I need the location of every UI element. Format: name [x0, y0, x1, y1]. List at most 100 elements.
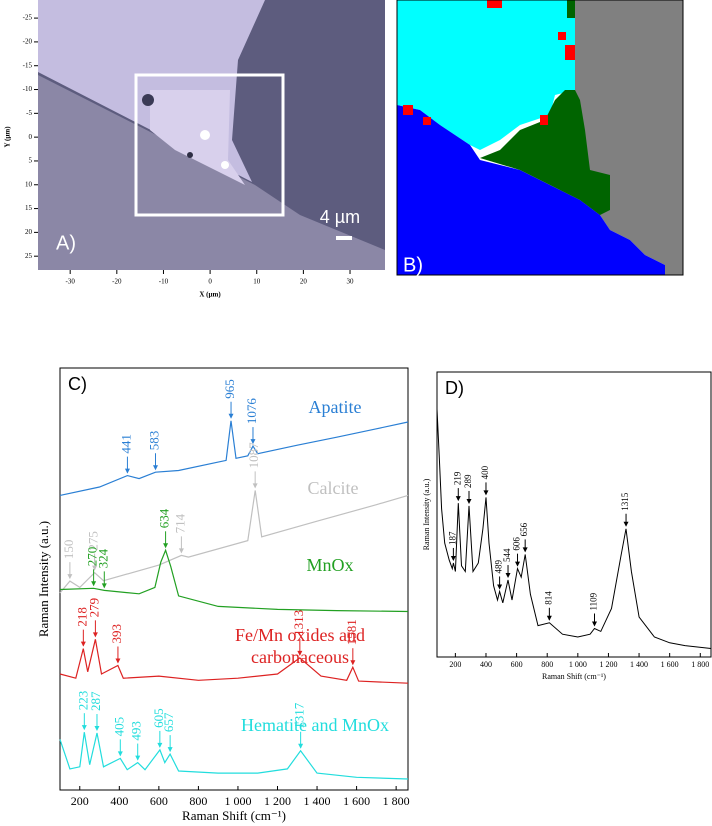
x-tick-label: 200 — [71, 794, 89, 808]
peak-label: 405 — [111, 717, 126, 737]
spectrum-line — [59, 420, 409, 496]
x-tick-label: 400 — [480, 660, 492, 669]
series-name: Apatite — [308, 397, 362, 417]
panel-label: B) — [403, 254, 423, 276]
y-tick-label: -5 — [26, 109, 32, 117]
peak-arrowhead — [455, 496, 461, 502]
y-axis-label: Y (µm) — [4, 126, 12, 148]
peak-label: 1317 — [292, 702, 307, 729]
peak-arrowhead — [250, 439, 256, 445]
x-tick-label: 1 600 — [661, 660, 679, 669]
y-axis-label: Raman Intensity (a.u.) — [422, 478, 431, 550]
peak-label: 324 — [95, 548, 110, 568]
peak-arrowhead — [178, 548, 184, 554]
x-tick-label: 1 800 — [383, 794, 410, 808]
peak-label: 656 — [519, 522, 529, 536]
y-tick-label: 5 — [29, 157, 33, 165]
y-tick-label: -15 — [23, 61, 33, 69]
peak-arrowhead — [153, 465, 159, 471]
peak-label: 270 — [85, 547, 100, 567]
peak-label: 218 — [74, 607, 89, 627]
peak-arrowhead — [167, 747, 173, 753]
peak-arrowhead — [466, 498, 472, 504]
image-spot — [200, 130, 210, 140]
peak-label: 219 — [452, 471, 462, 485]
x-tick-label: 30 — [347, 278, 355, 286]
image-region — [150, 90, 245, 185]
peak-arrowhead — [80, 641, 86, 647]
peak-arrowhead — [228, 413, 234, 419]
y-tick-label: 15 — [25, 204, 33, 212]
y-axis-label: Raman Intensity (a.u.) — [36, 521, 51, 637]
x-tick-label: 1 400 — [630, 660, 648, 669]
x-axis-label: Raman Shift (cm⁻¹) — [542, 672, 606, 681]
y-tick-label: -20 — [23, 38, 33, 46]
spectrum-line — [59, 732, 409, 780]
image-spot — [142, 94, 154, 106]
peak-label: 1315 — [620, 492, 630, 511]
map-cell — [540, 115, 548, 125]
y-tick-label: 20 — [25, 228, 33, 236]
peak-label: 583 — [146, 431, 161, 451]
peak-label: 187 — [447, 531, 457, 545]
peak-arrowhead — [592, 621, 598, 627]
peak-arrowhead — [350, 660, 356, 666]
image-spot — [187, 152, 193, 158]
peak-label: 1076 — [244, 398, 259, 425]
peak-label: 965 — [222, 379, 237, 399]
peak-arrowhead — [157, 742, 163, 748]
peak-label: 1313 — [291, 610, 306, 636]
x-tick-label: 1 400 — [304, 794, 331, 808]
peak-arrowhead — [101, 583, 107, 589]
x-tick-label: 1 200 — [264, 794, 291, 808]
peak-arrowhead — [117, 751, 123, 757]
peak-label: 393 — [109, 624, 124, 644]
peak-arrowhead — [92, 632, 98, 638]
peak-label: 223 — [75, 691, 90, 711]
series-name: Calcite — [307, 478, 359, 498]
peak-arrowhead — [135, 755, 141, 761]
peak-label: 1087 — [246, 442, 261, 469]
series-name: Fe/Mn oxides and carbonaceous — [235, 625, 365, 667]
peak-label: 493 — [129, 721, 144, 741]
x-tick-label: 0 — [208, 278, 212, 286]
spectrum-line — [59, 548, 409, 613]
x-tick-label: 1 000 — [569, 660, 587, 669]
peak-label: 606 — [512, 537, 522, 551]
y-tick-label: -10 — [23, 85, 33, 93]
peak-arrowhead — [497, 584, 503, 590]
peak-arrowhead — [115, 658, 121, 664]
series-name: MnOx — [306, 555, 354, 575]
peak-label: 489 — [494, 559, 504, 573]
peak-label: 605 — [151, 708, 166, 728]
peak-arrowhead — [81, 725, 87, 731]
x-tick-label: -30 — [66, 278, 76, 286]
x-tick-label: 400 — [110, 794, 128, 808]
x-tick-label: 600 — [511, 660, 523, 669]
x-tick-label: 1 200 — [599, 660, 617, 669]
plot-frame — [59, 367, 409, 791]
panel-label: D) — [445, 378, 464, 398]
peak-label: 289 — [463, 474, 473, 488]
y-tick-label: 0 — [29, 133, 33, 141]
y-tick-label: -25 — [23, 14, 33, 22]
peak-label: 275 — [86, 531, 101, 551]
peak-label: 400 — [480, 465, 490, 479]
peak-arrowhead — [163, 543, 169, 549]
x-tick-label: 800 — [189, 794, 207, 808]
peak-arrowhead — [94, 726, 100, 732]
map-region — [555, 0, 683, 275]
zoom-box — [134, 73, 285, 217]
peak-label: 714 — [172, 513, 187, 533]
panel-label: A) — [56, 232, 76, 254]
x-axis-label: Raman Shift (cm⁻¹) — [182, 808, 286, 823]
scale-label: 4 µm — [320, 207, 360, 227]
peak-label: 287 — [88, 691, 103, 711]
panel-label: C) — [68, 374, 87, 394]
plot-frame — [436, 371, 712, 658]
spectrum-line — [436, 409, 712, 649]
peak-label: 1581 — [344, 619, 359, 645]
map-region — [567, 0, 575, 18]
peak-arrowhead — [450, 555, 456, 561]
